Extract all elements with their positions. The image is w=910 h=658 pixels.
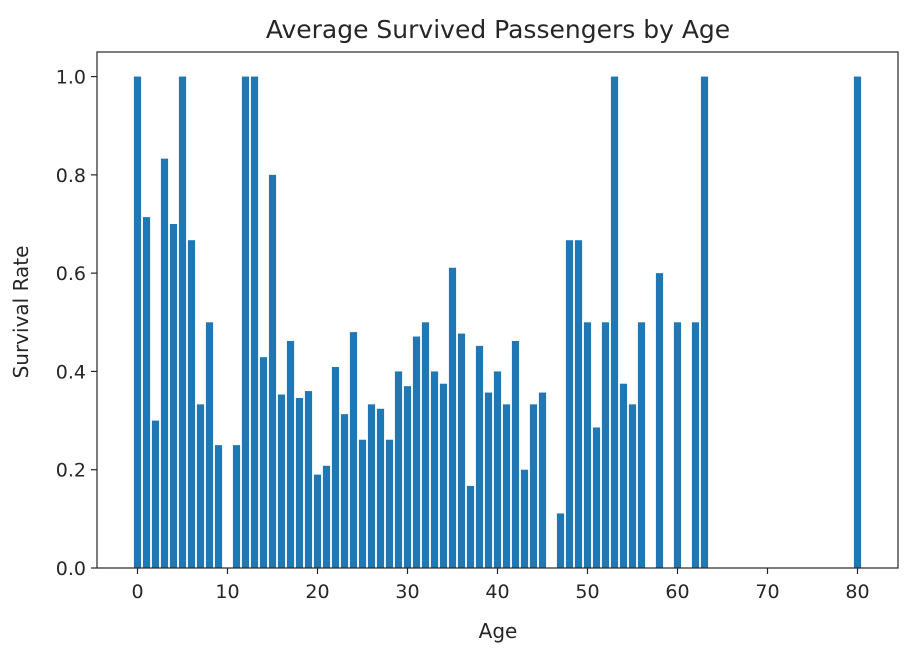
bar-age-35 [448, 267, 457, 568]
bar-age-34 [439, 383, 448, 568]
bar-age-30 [403, 386, 412, 568]
bar-age-25 [358, 439, 367, 568]
bar-age-11 [232, 445, 241, 568]
bar-age-33 [430, 371, 439, 568]
chart-title: Average Survived Passengers by Age [266, 15, 730, 44]
bar-age-41 [502, 404, 511, 568]
bar-age-8 [205, 322, 214, 568]
bar-age-40 [493, 371, 502, 568]
bar-age-1 [142, 217, 151, 568]
bar-age-39 [484, 392, 493, 568]
bar-age-23 [340, 414, 349, 568]
bar-age-2 [151, 420, 160, 568]
bar-age-53 [610, 76, 619, 568]
bar-age-13 [250, 76, 259, 568]
bar-age-24 [349, 332, 358, 568]
bar-age-44 [529, 404, 538, 568]
bar-age-62 [691, 322, 700, 568]
bar-age-55 [628, 404, 637, 568]
bar-age-32 [421, 322, 430, 568]
bar-age-80 [853, 76, 862, 568]
bar-age-5 [178, 76, 187, 568]
bar-age-16 [277, 394, 286, 568]
bar-age-9 [214, 445, 223, 568]
bar-age-4 [169, 224, 178, 568]
bar-age-47 [556, 513, 565, 568]
bar-age-3 [160, 158, 169, 568]
bar-age-21 [322, 465, 331, 568]
y-tick-label-1.0: 1.0 [56, 67, 86, 89]
bar-age-17 [286, 340, 295, 568]
bar-age-56 [637, 322, 646, 568]
y-tick-label-0.4: 0.4 [56, 361, 86, 383]
x-tick-label-30: 30 [395, 581, 419, 603]
bar-age-63 [700, 76, 709, 568]
bar-age-37 [466, 485, 475, 568]
x-tick-label-20: 20 [305, 581, 329, 603]
bar-age-52 [601, 322, 610, 568]
bar-age-18 [295, 397, 304, 568]
x-tick-label-50: 50 [575, 581, 599, 603]
ticks-layer: 0 10 20 30 40 50 60 70 80 0.0 0.2 0.4 0.6 0.8 1.0 [56, 67, 870, 603]
bar-age-0 [133, 76, 142, 568]
bars-layer [133, 76, 862, 569]
bar-age-42 [511, 340, 520, 568]
y-tick-label-0.8: 0.8 [56, 165, 86, 187]
bar-age-14 [259, 357, 268, 568]
bar-age-7 [196, 404, 205, 568]
bar-age-50 [583, 322, 592, 568]
bar-age-48 [565, 240, 574, 568]
bar-age-20 [313, 474, 322, 568]
bar-age-49 [574, 240, 583, 568]
bar-age-43 [520, 469, 529, 568]
bar-age-22 [331, 367, 340, 568]
bar-age-60 [673, 322, 682, 568]
x-tick-label-80: 80 [845, 581, 869, 603]
bar-age-27 [376, 408, 385, 568]
bar-age-58 [655, 273, 664, 568]
x-tick-label-40: 40 [485, 581, 509, 603]
x-axis-label: Age [479, 619, 518, 643]
bar-age-45 [538, 392, 547, 568]
y-tick-label-0.0: 0.0 [56, 558, 86, 580]
x-tick-label-0: 0 [131, 581, 143, 603]
x-tick-label-10: 10 [215, 581, 239, 603]
bar-age-51 [592, 427, 601, 568]
bar-age-12 [241, 76, 250, 568]
x-tick-label-70: 70 [755, 581, 779, 603]
bar-age-6 [187, 240, 196, 568]
x-tick-label-60: 60 [665, 581, 689, 603]
bar-age-54 [619, 383, 628, 568]
bar-age-26 [367, 404, 376, 568]
y-axis-label: Survival Rate [9, 246, 33, 379]
bar-age-29 [394, 371, 403, 568]
y-tick-label-0.2: 0.2 [56, 460, 86, 482]
y-tick-label-0.6: 0.6 [56, 263, 86, 285]
bar-age-36 [457, 333, 466, 568]
bar-age-31 [412, 336, 421, 568]
bar-age-38 [475, 345, 484, 568]
bar-age-15 [268, 174, 277, 569]
bar-age-28 [385, 439, 394, 568]
bar-age-19 [304, 391, 313, 568]
